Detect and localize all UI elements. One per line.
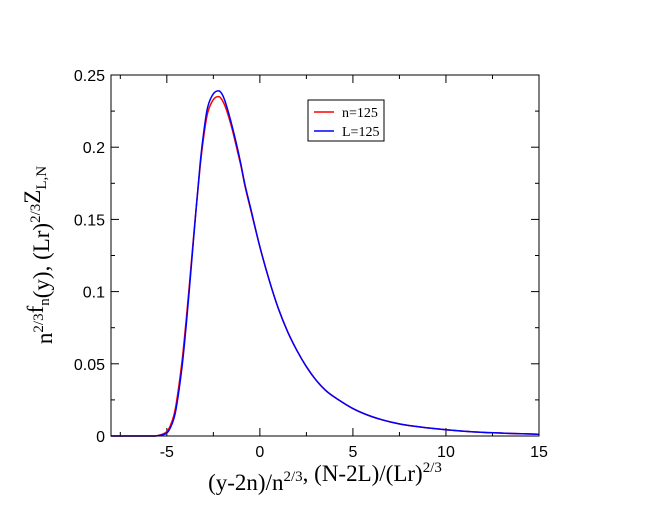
y-tick-label: 0	[96, 429, 105, 446]
y-axis-title: n2/3fn(y), (Lr)2/3ZL,N	[20, 166, 57, 344]
axis-title-superscript: 2/3	[423, 460, 442, 476]
axis-title-superscript: 2/3	[28, 204, 44, 223]
x-tick-label: 10	[437, 444, 455, 461]
axis-title-text: f	[23, 305, 48, 313]
x-tick-label: 15	[530, 444, 548, 461]
x-tick-label: 0	[255, 444, 264, 461]
axis-title-text: (y-2n)/n	[208, 470, 284, 495]
axis-title-text: , (N-2L)/(Lr)	[303, 461, 423, 486]
series-line-l125	[110, 90, 540, 437]
legend-box	[307, 99, 385, 142]
series-line-n125	[110, 95, 540, 437]
legend: n=125 L=125	[307, 99, 385, 142]
axis-title-text: n	[32, 332, 57, 344]
axis-title-text: (y), (Lr)	[29, 223, 54, 298]
series-group	[110, 90, 540, 437]
axis-title-superscript: 2/3	[31, 313, 47, 332]
y-tick-label: 0.15	[74, 212, 105, 229]
x-tick-label: -5	[160, 444, 174, 461]
axis-title-superscript: 2/3	[283, 469, 302, 485]
x-axis-title: (y-2n)/n2/3, (N-2L)/(Lr)2/3	[208, 460, 442, 495]
y-tick-label: 0.05	[74, 357, 105, 374]
axis-title-subscript: n	[37, 298, 53, 306]
plot-frame	[110, 74, 540, 437]
legend-label-l125: L=125	[342, 125, 379, 140]
y-tick-label: 0.25	[74, 68, 105, 85]
legend-label-n125: n=125	[342, 106, 378, 121]
x-tick-label: 5	[348, 444, 357, 461]
y-tick-label: 0.1	[83, 285, 105, 302]
axis-title-text: Z	[20, 190, 45, 204]
axis-title-subscript: L,N	[34, 166, 50, 190]
y-tick-label: 0.2	[83, 140, 105, 157]
